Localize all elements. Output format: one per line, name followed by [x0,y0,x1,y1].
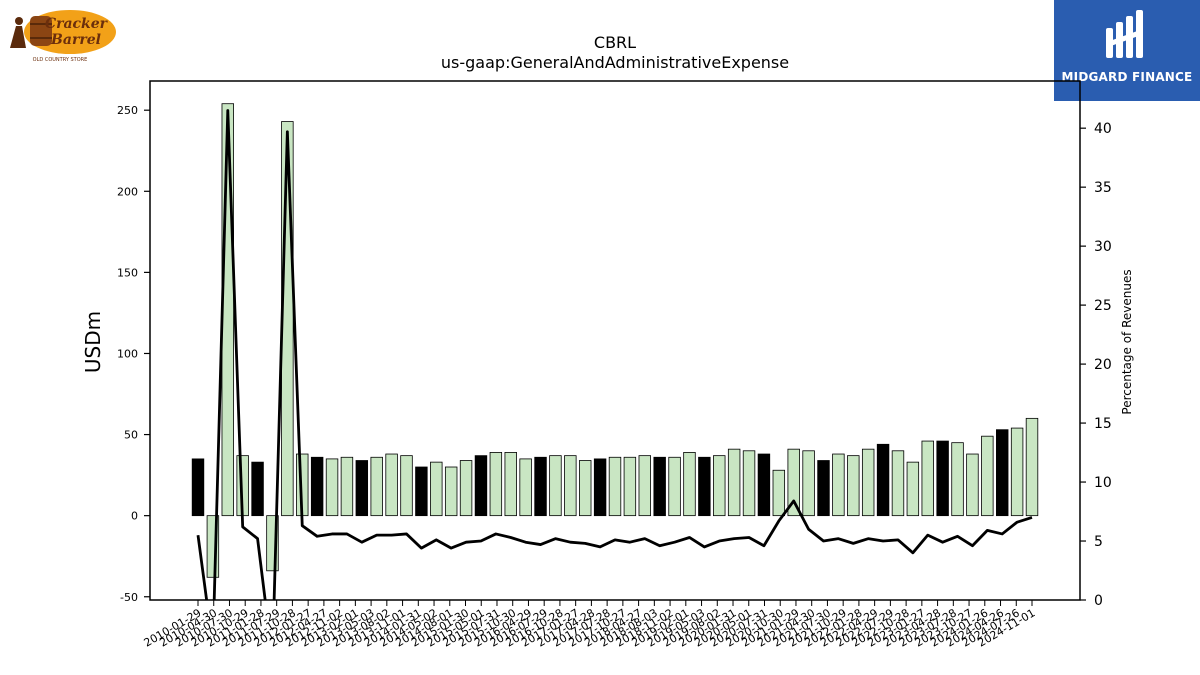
bar-3 [221,103,234,517]
y-tick-label: 50 [124,429,138,442]
logo-word-barrel: Barrel [50,32,101,48]
midgard-mark-icon [1106,10,1143,58]
bars-layer [191,103,1039,578]
bar-40 [772,469,786,517]
bar-25 [549,455,562,517]
y-tick-label: 150 [117,266,138,279]
y2-tick-label: 15 [1094,416,1112,432]
bar-47 [876,443,890,517]
bar-5 [251,461,264,517]
bar-48 [891,450,905,517]
y-tick-label: -50 [120,591,138,604]
y-axis-left: -50 0 50 100 150 200 250 [117,104,150,604]
y2-tick-label: 0 [1094,593,1103,609]
logo-tagline: OLD COUNTRY STORE [33,57,88,63]
pct-revenues-line [196,109,1033,600]
bar-33 [668,456,681,517]
bar-21 [489,452,503,517]
x-axis: 2010-01-292010-04-302010-07-302010-10-29… [142,600,1038,650]
bar-19 [459,460,473,517]
bar-2 [206,515,220,578]
midgard-finance-wordmark: MIDGARD FINANCE [1061,70,1193,84]
plot-frame [149,80,1081,601]
y2-tick-label: 10 [1094,475,1112,491]
bar-44 [832,453,845,517]
y-tick-label: 200 [117,185,138,198]
bar-46 [861,448,875,517]
bar-34 [683,452,696,517]
bar-17 [430,461,443,517]
bar-6 [266,515,279,572]
bar-45 [847,455,860,517]
bar-24 [534,456,547,517]
chart-title: CBRL [594,33,636,52]
chart-subtitle: us-gaap:GeneralAndAdministrativeExpense [441,53,789,72]
y2-tick-label: 30 [1094,239,1112,255]
logo-word-cracker: Cracker [45,16,109,32]
bar-49 [906,461,920,517]
bar-30 [623,456,637,517]
bar-10 [325,458,339,517]
bar-29 [608,456,622,517]
bar-50 [921,440,934,517]
line-layer [196,109,1033,600]
bar-27 [579,460,592,517]
y2-tick-label: 35 [1094,180,1112,196]
bar-28 [593,458,607,517]
bar-32 [653,456,666,517]
bar-9 [310,456,324,517]
bar-57 [1025,417,1039,517]
y2-axis-label: Percentage of Revenues [1120,269,1134,414]
bar-13 [370,456,383,517]
bar-1 [191,458,205,517]
bar-16 [415,466,428,517]
bar-54 [981,435,994,517]
bar-18 [444,466,458,517]
midgard-finance-logo: MIDGARD FINANCE [1054,0,1200,101]
y2-tick-label: 5 [1094,534,1103,550]
bar-22 [504,452,517,517]
bar-55 [996,429,1009,517]
bar-52 [951,442,964,517]
bar-41 [787,448,800,517]
bar-14 [385,453,398,517]
y-tick-label: 100 [117,347,138,360]
bar-56 [1010,427,1024,517]
bar-37 [727,448,741,517]
bar-36 [713,455,726,517]
bar-15 [400,455,413,517]
y-tick-label: 0 [131,510,138,523]
bar-11 [340,456,354,517]
bar-39 [757,453,771,517]
bar-42 [802,450,815,517]
y-axis-right: 0 5 10 15 20 25 30 35 40 [1080,121,1112,609]
bar-38 [742,450,756,517]
bar-35 [698,456,711,517]
y2-tick-label: 25 [1094,298,1112,314]
y-axis-label: USDm [81,311,105,373]
bar-53 [966,453,979,517]
bar-31 [638,455,651,517]
y-tick-label: 250 [117,104,138,117]
bar-12 [355,460,369,517]
bar-23 [519,458,532,517]
logo-figure-shape [10,26,26,48]
cracker-barrel-logo: Cracker Barrel OLD COUNTRY STORE [4,4,116,64]
bar-26 [564,455,577,517]
y2-tick-label: 20 [1094,357,1112,373]
bar-51 [936,440,949,517]
bar-20 [474,455,488,517]
y2-tick-label: 40 [1094,121,1112,137]
bar-43 [817,460,830,517]
